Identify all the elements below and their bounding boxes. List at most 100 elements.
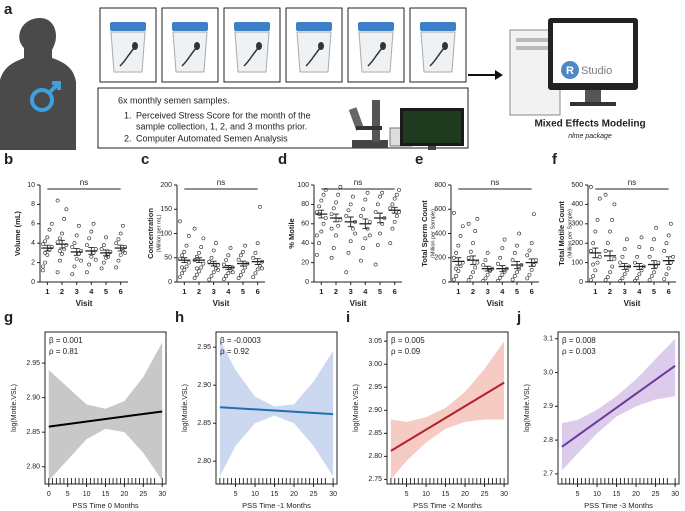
data-point <box>197 250 201 255</box>
data-point <box>319 229 324 234</box>
y-tick-label: 2.85 <box>197 420 211 427</box>
data-point <box>620 276 625 281</box>
cup-body <box>172 31 208 73</box>
data-point <box>652 237 656 242</box>
data-point <box>178 219 182 224</box>
data-point <box>74 256 79 261</box>
panel-letter: d <box>278 151 287 168</box>
y-tick-label: 3.0 <box>543 369 553 376</box>
data-point <box>635 254 640 259</box>
data-point <box>331 246 336 250</box>
y-tick-label: 0 <box>31 279 35 286</box>
data-point <box>485 272 490 277</box>
y-tick-label: 2.95 <box>368 384 382 391</box>
x-tick-label: 2 <box>608 287 612 296</box>
x-tick-label: 5 <box>378 287 382 296</box>
x-tick-label: 4 <box>500 287 505 296</box>
x-tick-label: 6 <box>393 287 397 296</box>
data-point <box>466 255 471 260</box>
data-point <box>375 243 380 248</box>
data-point <box>186 234 191 238</box>
data-point <box>359 214 363 218</box>
y-tick-label: 400 <box>571 201 583 208</box>
y-tick-label: 2.95 <box>197 344 211 351</box>
sperm-icon <box>367 47 383 67</box>
data-point <box>76 223 81 228</box>
x-axis-label: PSS Time -1 Months <box>242 501 311 510</box>
data-point <box>199 265 204 270</box>
data-point <box>498 275 503 280</box>
data-point <box>43 260 48 265</box>
data-point <box>620 254 625 259</box>
data-point <box>182 250 187 254</box>
stat-annotation: ρ = 0.81 <box>49 347 79 356</box>
data-point <box>597 196 602 201</box>
data-point <box>525 276 530 281</box>
data-point <box>639 235 644 240</box>
data-point <box>498 255 503 260</box>
data-point <box>473 265 478 270</box>
data-point <box>251 255 256 260</box>
x-tick-label: 15 <box>442 491 450 498</box>
x-tick-label: 5 <box>241 287 245 296</box>
data-point <box>529 241 534 246</box>
data-point <box>336 192 341 197</box>
error-bar <box>665 256 672 265</box>
data-point <box>55 270 60 275</box>
x-tick-label: 6 <box>256 287 260 296</box>
item-text: Computer Automated Semen Analysis <box>136 133 288 143</box>
data-point <box>485 250 490 255</box>
significance-label: ns <box>217 178 225 187</box>
y-tick-label: 600 <box>434 206 446 213</box>
data-point <box>317 204 322 209</box>
data-point <box>390 202 395 207</box>
data-point <box>338 185 343 189</box>
data-point <box>668 260 673 265</box>
stat-annotation: β = 0.005 <box>391 336 425 345</box>
panel-letter: g <box>4 309 13 326</box>
y-tick-label: 2.75 <box>368 476 382 483</box>
error-bar <box>103 249 109 257</box>
y-tick-label: 800 <box>434 182 446 189</box>
data-point <box>458 234 463 238</box>
data-point <box>62 217 67 221</box>
data-point <box>647 278 652 282</box>
y-tick-label: 3.00 <box>368 361 382 368</box>
data-point <box>468 275 473 280</box>
panel-a: a 6x monthly semen samples. 1. Perceived… <box>0 1 646 150</box>
y-axis-label: Total Motile Count <box>557 201 566 266</box>
error-bar <box>117 244 124 252</box>
error-bar <box>528 258 535 267</box>
data-point <box>359 258 363 263</box>
data-point <box>253 250 258 255</box>
y-tick-label: 2.7 <box>543 471 553 478</box>
data-point <box>635 276 640 281</box>
x-tick-label: 25 <box>652 491 660 498</box>
data-point <box>452 255 456 260</box>
x-tick-label: 2 <box>60 287 64 296</box>
data-point <box>238 253 243 258</box>
panel-letter: c <box>141 151 149 168</box>
stat-annotation: β = -0.0003 <box>220 336 261 345</box>
y-axis-label: Total Sperm Count <box>420 200 429 267</box>
data-point <box>194 266 199 271</box>
data-point <box>101 243 106 248</box>
analysis-monitor <box>400 108 464 150</box>
data-point <box>591 274 596 279</box>
data-point <box>380 221 385 226</box>
data-point <box>668 221 673 226</box>
model-title: Mixed Effects Modeling <box>534 119 645 130</box>
data-point <box>57 236 62 241</box>
data-point <box>224 258 229 263</box>
data-point <box>207 259 212 264</box>
data-point <box>373 262 378 267</box>
cup-lid <box>110 22 146 31</box>
data-point <box>610 264 615 269</box>
x-tick-label: 3 <box>349 287 353 296</box>
panel-letter: a <box>4 1 13 18</box>
data-point <box>226 253 231 258</box>
data-point <box>257 263 262 268</box>
data-point <box>460 224 465 229</box>
x-tick-label: 30 <box>329 491 337 498</box>
